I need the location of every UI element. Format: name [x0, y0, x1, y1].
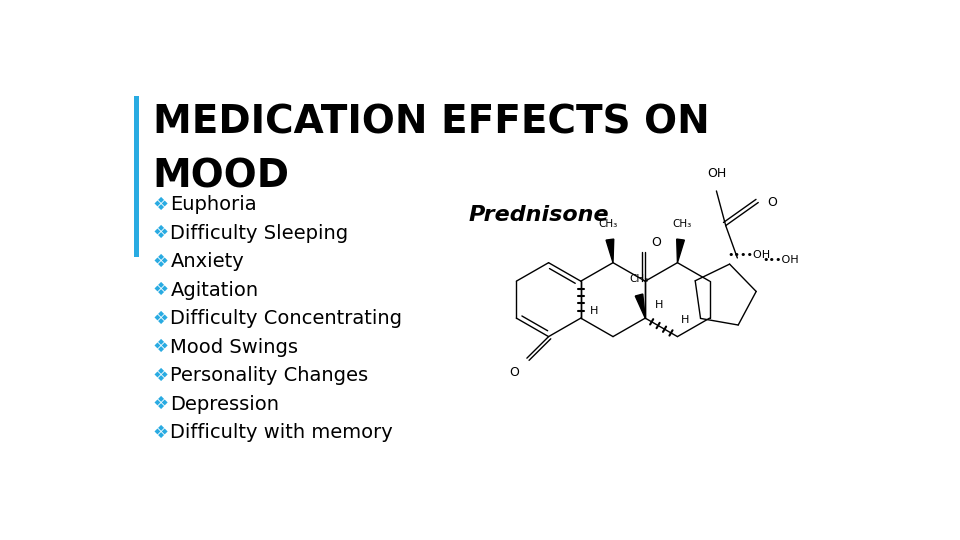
Text: ❖: ❖: [153, 310, 169, 328]
Text: CH₃: CH₃: [630, 274, 649, 284]
Text: ❖: ❖: [153, 395, 169, 414]
Text: •••OH: •••OH: [762, 255, 799, 265]
FancyBboxPatch shape: [134, 96, 138, 257]
Text: O: O: [509, 366, 519, 379]
Text: OH: OH: [707, 167, 726, 180]
Text: ❖: ❖: [153, 339, 169, 356]
Text: ❖: ❖: [153, 367, 169, 385]
Text: ❖: ❖: [153, 225, 169, 242]
Text: ••••OH: ••••OH: [728, 250, 771, 260]
Text: MOOD: MOOD: [153, 157, 290, 195]
Text: H: H: [681, 315, 689, 325]
Text: O: O: [768, 196, 778, 209]
Text: Difficulty Concentrating: Difficulty Concentrating: [170, 309, 402, 328]
Text: MEDICATION EFFECTS ON: MEDICATION EFFECTS ON: [153, 103, 709, 141]
Text: Difficulty Sleeping: Difficulty Sleeping: [170, 224, 348, 243]
Text: Prednisone: Prednisone: [468, 205, 610, 225]
Text: Agitation: Agitation: [170, 281, 258, 300]
Text: Anxiety: Anxiety: [170, 252, 244, 272]
Text: Depression: Depression: [170, 395, 279, 414]
Text: Mood Swings: Mood Swings: [170, 338, 299, 357]
Text: Euphoria: Euphoria: [170, 195, 257, 214]
Text: ❖: ❖: [153, 253, 169, 271]
Text: H: H: [590, 306, 599, 316]
Text: O: O: [652, 236, 661, 249]
Polygon shape: [677, 239, 684, 262]
Text: Personality Changes: Personality Changes: [170, 366, 369, 386]
Text: Difficulty with memory: Difficulty with memory: [170, 423, 394, 442]
Text: ❖: ❖: [153, 424, 169, 442]
Polygon shape: [606, 239, 613, 262]
Text: ❖: ❖: [153, 196, 169, 214]
Text: ❖: ❖: [153, 281, 169, 299]
Text: H: H: [655, 300, 663, 310]
Text: CH₃: CH₃: [672, 219, 692, 229]
Polygon shape: [636, 294, 645, 318]
Text: CH₃: CH₃: [599, 219, 618, 229]
